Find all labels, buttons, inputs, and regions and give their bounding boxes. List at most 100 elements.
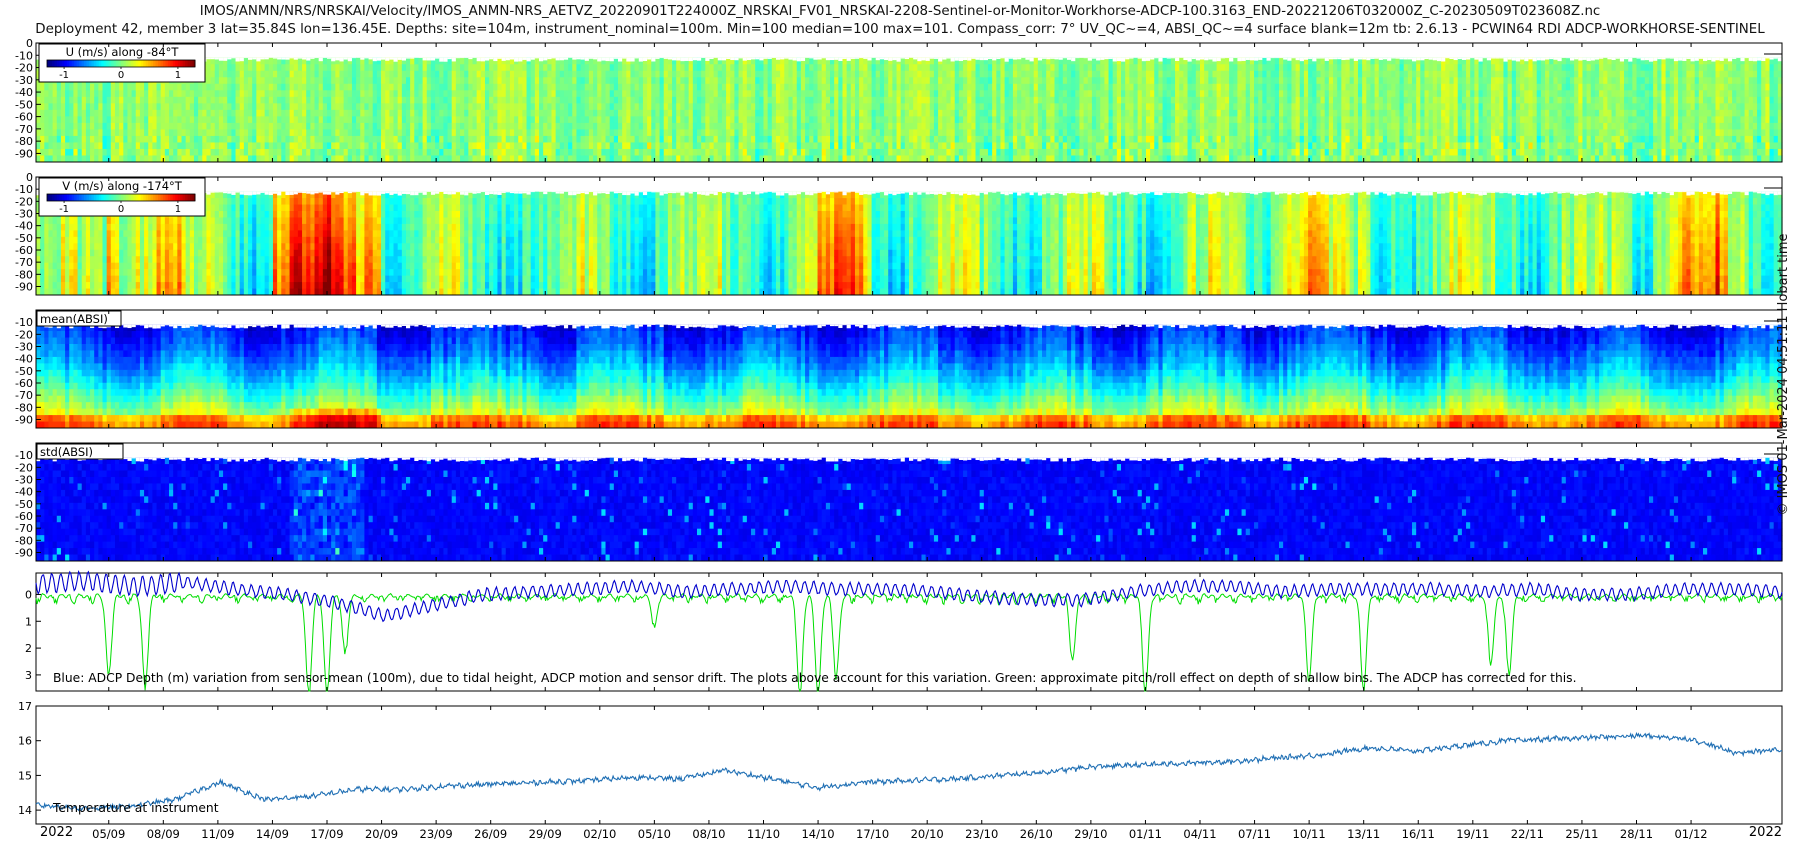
x-tick-label: 02/10: [583, 827, 616, 841]
y-tick-label: -40: [15, 353, 33, 366]
x-tick-label: 28/11: [1620, 827, 1653, 841]
label-box: [36, 443, 124, 460]
y-tick-label: 2: [25, 642, 32, 655]
colorbar-tick-label: 0: [118, 70, 124, 81]
u-velocity-panel: 0-10-20-30-40-50-60-70-80-90U (m/s) alon…: [15, 37, 1783, 163]
adcp-depth-line: [35, 570, 1783, 623]
v-velocity-panel: 0-10-20-30-40-50-60-70-80-90V (m/s) alon…: [15, 171, 1783, 296]
y-tick-label: -20: [15, 461, 33, 474]
y-tick-label: -60: [15, 377, 33, 390]
x-tick-label: 20/10: [911, 827, 944, 841]
y-tick-label: -30: [15, 207, 33, 220]
y-tick-label: -70: [15, 123, 33, 136]
y-tick-label: -50: [15, 98, 33, 111]
mean-absi-panel: -10-20-30-40-50-60-70-80-90 mean(ABSI): [15, 309, 1783, 429]
x-tick-label: 11/10: [747, 827, 780, 841]
x-tick-label: 16/11: [1402, 827, 1435, 841]
x-tick-label: 01/11: [1129, 827, 1162, 841]
x-tick-label: 17/10: [856, 827, 889, 841]
y-tick-label: -10: [15, 449, 33, 462]
temperature-panel: 14 15 16 17 Temperature at instrument: [18, 700, 1783, 825]
y-tick-label: -60: [15, 111, 33, 124]
y-tick-label: -40: [15, 486, 33, 499]
y-tick-label: -90: [15, 546, 33, 559]
x-tick-label: 29/10: [1074, 827, 1107, 841]
x-tick-label: 14/10: [801, 827, 834, 841]
x-tick-label: 05/10: [638, 827, 671, 841]
heatmap-cells: [36, 191, 1783, 296]
x-tick-label: 04/11: [1183, 827, 1216, 841]
date-axis: 05/09 08/09 11/09 14/09 17/09 20/09 23/09 26/09…: [40, 43, 1782, 841]
x-tick-label: 08/09: [147, 827, 180, 841]
depth-variation-panel: 0 1 2 3 Blue: ADCP Depth (m) variation from …: [25, 570, 1783, 693]
colorbar-tick-label: 1: [175, 70, 181, 81]
colorbar: [46, 59, 196, 68]
x-tick-label: 29/09: [529, 827, 562, 841]
x-tick-label: 23/09: [420, 827, 453, 841]
x-tick-label: 13/11: [1347, 827, 1380, 841]
y-tick-label: 15: [18, 769, 32, 782]
y-tick-label: 0: [26, 171, 33, 184]
x-tick-label: 05/09: [92, 827, 125, 841]
y-tick-label: 3: [25, 669, 32, 682]
y-tick-label: 17: [18, 700, 32, 713]
y-tick-label: 14: [18, 804, 32, 817]
x-tick-label: 26/10: [1020, 827, 1053, 841]
depth-annotation: Blue: ADCP Depth (m) variation from sens…: [53, 671, 1577, 685]
y-tick-label: -10: [15, 316, 33, 329]
std-absi-panel: -10-20-30-40-50-60-70-80-90 std(ABSI): [15, 442, 1783, 562]
copyright-stamp: © IMOS 01-Mar-2024 04:51:11 Hobart time: [1776, 216, 1794, 533]
label-box: [36, 310, 122, 327]
panel-frame: [35, 309, 1783, 429]
x-tick-label: 19/11: [1456, 827, 1489, 841]
y-tick-label: -20: [15, 195, 33, 208]
panel-label: std(ABSI): [40, 445, 93, 459]
panel-frame: [35, 176, 1783, 296]
y-tick-label: -30: [15, 340, 33, 353]
y-tick-label: -20: [15, 328, 33, 341]
y-tick-label: 0: [26, 37, 33, 50]
y-tick-label: -80: [15, 135, 33, 148]
panel-label: V (m/s) along -174°T: [62, 179, 183, 193]
y-tick-label: -20: [15, 62, 33, 75]
colorbar-tick-label: -1: [59, 204, 69, 215]
panel-frame: [35, 705, 1783, 825]
year-label-right: 2022: [1749, 825, 1782, 840]
y-tick-label: -90: [15, 147, 33, 160]
y-tick-label: -30: [15, 473, 33, 486]
y-tick-label: -80: [15, 401, 33, 414]
colorbar-tick-label: 0: [118, 204, 124, 215]
y-tick-label: -40: [15, 86, 33, 99]
y-tick-label: -50: [15, 232, 33, 245]
x-tick-label: 26/09: [474, 827, 507, 841]
colorbar-tick-label: 1: [175, 204, 181, 215]
x-tick-label: 14/09: [256, 827, 289, 841]
y-tick-label: -50: [15, 498, 33, 511]
x-tick-label: 01/12: [1674, 827, 1707, 841]
y-tick-label: -70: [15, 256, 33, 269]
figure-title-line2: Deployment 42, member 3 lat=35.84S lon=1…: [0, 22, 1800, 38]
y-tick-label: 16: [18, 735, 32, 748]
year-label-left: 2022: [40, 825, 73, 840]
y-tick-label: -60: [15, 244, 33, 257]
heatmap-cells: [36, 457, 1783, 562]
x-tick-label: 07/11: [1238, 827, 1271, 841]
x-tick-label: 11/09: [201, 827, 234, 841]
panel-label: U (m/s) along -84°T: [66, 45, 180, 59]
y-tick-label: 0: [25, 588, 32, 601]
x-tick-label: 22/11: [1511, 827, 1544, 841]
y-tick-label: -10: [15, 49, 33, 62]
panel-label: mean(ABSI): [40, 312, 108, 326]
y-tick-label: -70: [15, 522, 33, 535]
figure-title-line1: IMOS/ANMN/NRS/NRSKAI/Velocity/IMOS_ANMN-…: [0, 4, 1800, 20]
colorbar: [46, 193, 196, 202]
x-tick-label: 17/09: [310, 827, 343, 841]
x-tick-label: 08/10: [692, 827, 725, 841]
x-tick-label: 20/09: [365, 827, 398, 841]
y-tick-label: -40: [15, 220, 33, 233]
y-tick-label: -80: [15, 534, 33, 547]
heatmap-cells: [36, 57, 1783, 163]
temperature-line: [35, 731, 1783, 812]
colorbar-tick-label: -1: [59, 70, 69, 81]
